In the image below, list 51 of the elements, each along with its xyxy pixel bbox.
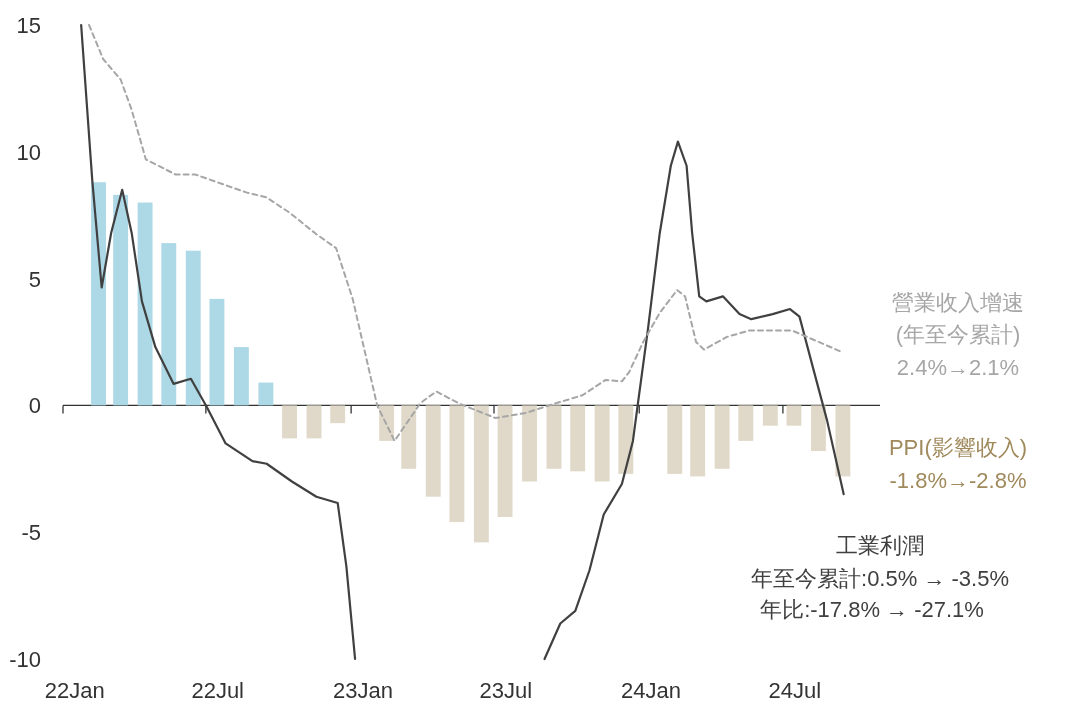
y-tick-label: -5 [21,520,41,546]
bar [137,202,153,406]
bar [209,298,225,406]
bar [425,405,441,497]
bar [473,405,489,543]
y-tick-label: 0 [28,393,41,419]
x-tick-label: 24Jul [768,678,822,703]
bar [306,405,322,439]
bar [594,405,610,482]
x-tick-label: 24Jan [621,678,682,703]
bar [282,405,297,439]
text: 2.4%→2.1% [896,355,1020,380]
text: -1.8%→-2.8% [889,468,1027,493]
bar [185,250,201,406]
bar [330,405,346,424]
annotation: 年至今累計:0.5% → -3.5% [751,566,1009,591]
bar [91,182,106,406]
bar [618,405,634,474]
y-tick-label: -10 [9,647,41,672]
bar [497,405,513,517]
bar [810,405,826,452]
line-series [88,24,844,442]
y-tick-label: 5 [28,266,41,292]
bar [161,243,177,406]
bar [835,405,851,477]
bar [258,382,274,406]
bar [667,405,683,474]
bar [714,405,730,469]
x-tick-label: 23Jan [332,678,393,703]
bar [522,405,537,482]
x-tick-label: 22Jan [44,678,105,703]
bar [570,405,586,472]
y-tick-label: 15 [16,13,41,38]
annotation: 年比:-17.8% → -27.1% [760,597,984,622]
text: PPI(影響收入) [888,435,1028,460]
bar [762,405,778,426]
bar [690,405,706,477]
text: 營業收入增速 [892,290,1024,315]
bar [233,347,249,406]
bar [113,194,129,406]
y-tick-label: 10 [16,139,41,165]
bar [379,405,395,441]
bar [786,405,802,426]
bar [546,405,562,469]
x-tick-label: 23Jul [479,678,533,703]
text: (年至今累計) [895,322,1021,347]
x-tick-label: 22Jul [191,678,245,703]
bar [738,405,754,441]
bar [401,405,417,469]
bar [449,405,465,523]
annotation: 工業利潤 [836,533,924,558]
